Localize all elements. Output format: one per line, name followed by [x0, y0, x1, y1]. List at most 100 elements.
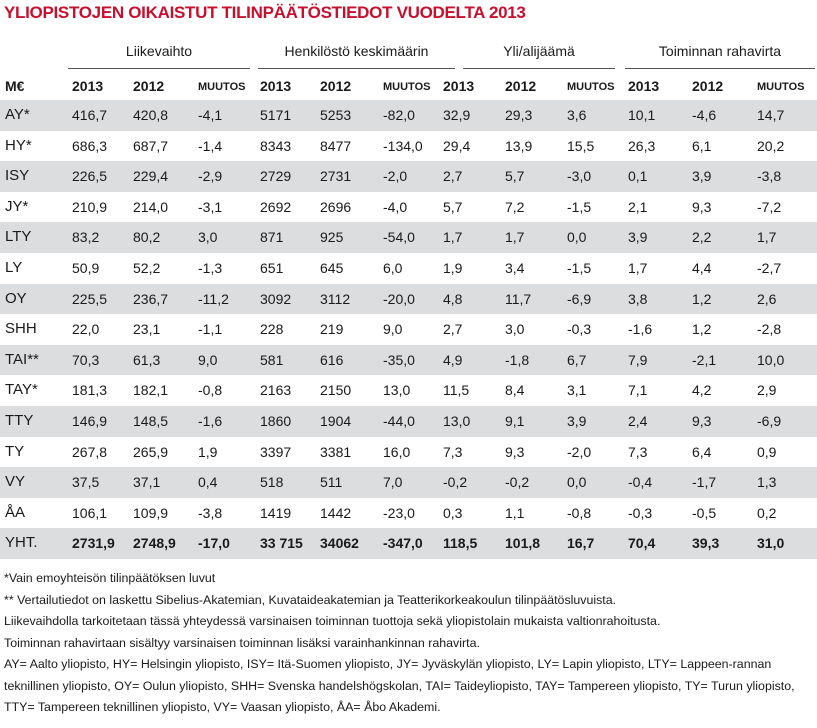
cell: 4,9 [443, 351, 463, 368]
cell: -347,0 [383, 535, 423, 552]
cell: 5,7 [443, 198, 463, 215]
cell: -2,9 [198, 168, 223, 185]
cell: 16,7 [567, 535, 595, 552]
cell: 9,3 [692, 413, 712, 429]
cell: 2692 [260, 198, 292, 215]
cell: 2,1 [628, 198, 648, 215]
cell: -35,0 [383, 351, 415, 368]
cell: 1,7 [505, 229, 525, 246]
cell: 6,0 [383, 260, 403, 276]
cell: -0,3 [628, 504, 653, 521]
cell: 146,9 [72, 413, 108, 429]
cell: 2731 [320, 168, 352, 185]
cell: 22,0 [72, 321, 100, 338]
cell: 2150 [320, 382, 352, 399]
cell: 6,7 [567, 351, 587, 368]
cell: -6,9 [757, 413, 782, 429]
cell: 37,5 [72, 474, 100, 491]
cell: 6,4 [692, 443, 712, 460]
cell: 52,2 [133, 260, 161, 276]
footnote: AY= Aalto yliopisto, HY= Helsingin yliop… [4, 657, 795, 714]
cell: 2,6 [757, 290, 777, 307]
group-rule [463, 68, 615, 69]
cell: 70,4 [628, 535, 656, 552]
row-label: LY [5, 259, 23, 276]
cell: 148,5 [133, 413, 169, 429]
cell: -1,3 [198, 260, 223, 276]
cell: 3,9 [692, 168, 712, 185]
cell: 265,9 [133, 443, 169, 460]
cell: 267,8 [72, 443, 108, 460]
column-header: 2012 [505, 78, 537, 94]
cell: 33 715 [260, 535, 303, 552]
cell: 0,0 [567, 474, 587, 491]
group-rule [258, 68, 455, 69]
cell: 7,3 [628, 443, 648, 460]
cell: 9,0 [198, 351, 218, 368]
column-header: M€ [5, 78, 25, 94]
cell: 2,7 [443, 168, 463, 185]
cell: -1,6 [628, 321, 653, 338]
cell: 20,2 [757, 137, 785, 154]
row-stripe [0, 344, 817, 376]
cell: 31,0 [757, 535, 785, 552]
cell: -3,0 [567, 168, 592, 185]
cell: -23,0 [383, 504, 415, 521]
column-header: 2012 [133, 78, 165, 94]
footnote: *Vain emoyhteisön tilinpäätöksen luvut [4, 571, 216, 585]
cell: -4,1 [198, 107, 223, 123]
cell: -20,0 [383, 290, 415, 307]
cell: 511 [320, 474, 343, 491]
cell: 3,9 [567, 413, 587, 429]
cell: -0,8 [198, 382, 223, 399]
group-header: Toiminnan rahavirta [658, 43, 782, 59]
cell: 181,3 [72, 382, 108, 399]
cell: 11,7 [505, 290, 532, 307]
cell: 5171 [260, 107, 292, 123]
cell: 6,1 [692, 137, 712, 154]
cell: -1,4 [198, 137, 223, 154]
cell: 1,7 [443, 229, 463, 246]
row-label: AY* [5, 106, 30, 123]
cell: 1,9 [198, 443, 218, 460]
cell: 686,3 [72, 137, 108, 154]
cell: 8,4 [505, 382, 525, 399]
column-header: 2013 [260, 78, 292, 94]
cell: 1419 [260, 504, 292, 521]
cell: 9,3 [505, 443, 525, 460]
cell: -1,7 [692, 474, 717, 491]
cell: -82,0 [383, 107, 415, 123]
column-header: 2013 [72, 78, 104, 94]
cell: 10,1 [628, 107, 656, 123]
group-header: Yli/alijäämä [503, 43, 575, 59]
cell: 3,0 [505, 321, 525, 338]
footnote: ** Vertailutiedot on laskettu Sibelius-A… [4, 592, 617, 607]
cell: 645 [320, 260, 344, 276]
cell: 118,5 [443, 535, 478, 552]
cell: -1,1 [198, 321, 223, 338]
footnote: Liikevaihdolla tarkoitetaan tässä yhteyd… [4, 614, 661, 628]
row-label: LTY [5, 228, 32, 246]
column-header: 2012 [692, 78, 724, 94]
cell: 7,2 [505, 198, 525, 215]
cell: -4,0 [383, 198, 408, 215]
cell: 5,7 [505, 168, 525, 185]
cell: 109,9 [133, 504, 169, 521]
cell: 7,9 [628, 351, 648, 368]
cell: 4,2 [692, 382, 712, 399]
cell: 23,1 [133, 321, 161, 338]
cell: 61,3 [133, 351, 161, 368]
cell: 3381 [320, 443, 352, 460]
cell: 7,3 [443, 443, 463, 460]
cell: -2,1 [692, 351, 717, 368]
cell: 4,4 [692, 260, 712, 276]
cell: 3,9 [628, 229, 648, 246]
cell: 7,1 [628, 382, 648, 399]
cell: 2,2 [692, 229, 712, 246]
group-header: Henkilöstö keskimäärin [284, 43, 429, 59]
cell: 229,4 [133, 168, 169, 185]
cell: 14,7 [757, 107, 785, 123]
row-label: YHT. [5, 534, 38, 552]
cell: 3,0 [198, 229, 218, 246]
